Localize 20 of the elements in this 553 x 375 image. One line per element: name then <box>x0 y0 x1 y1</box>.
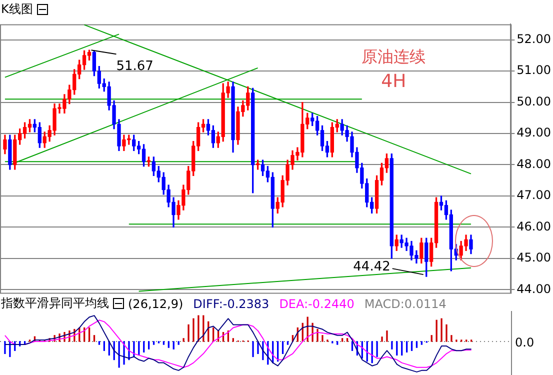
text: DEA:-0.2440 <box>279 296 354 310</box>
chart-subtitle: (26,12,9) <box>128 296 184 310</box>
y-tick-label: 48.00 <box>516 156 552 171</box>
y-tick-label: 51.00 <box>516 63 552 78</box>
text: 0.0 <box>515 336 534 350</box>
annotation: 51.67 <box>116 59 154 74</box>
y-tick-label: 44.00 <box>516 282 552 296</box>
y-tick-label: 47.00 <box>516 188 552 202</box>
annotation: 4H <box>381 71 406 92</box>
y-tick-label: 49.00 <box>516 126 552 140</box>
chart-title: 指数平滑异同平均线 <box>1 295 109 312</box>
chart-title: K线图 <box>1 1 33 18</box>
y-tick-label: 50.00 <box>516 94 552 108</box>
annotation: 44.42 <box>353 260 390 275</box>
y-tick-label: 46.00 <box>516 219 552 234</box>
series-label: MACD:0.0114 <box>364 296 446 310</box>
y-tick-label: 52.00 <box>516 32 552 46</box>
annotation: 原油连续 <box>362 47 426 66</box>
y-tick-label: 45.00 <box>516 250 552 265</box>
series-label: DIFF:-0.2383 <box>193 296 270 310</box>
